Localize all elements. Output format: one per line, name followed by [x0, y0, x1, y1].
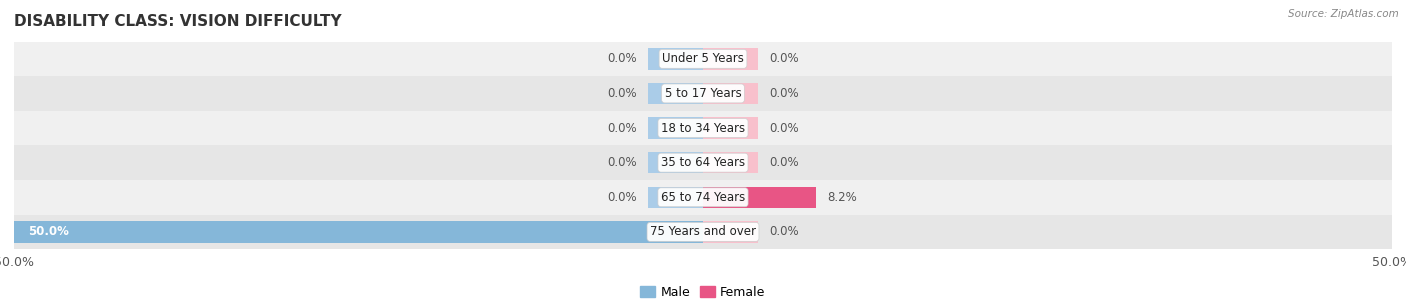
- Text: 5 to 17 Years: 5 to 17 Years: [665, 87, 741, 100]
- Bar: [648, 48, 703, 69]
- Text: DISABILITY CLASS: VISION DIFFICULTY: DISABILITY CLASS: VISION DIFFICULTY: [14, 14, 342, 29]
- Text: Under 5 Years: Under 5 Years: [662, 52, 744, 65]
- Text: 0.0%: 0.0%: [769, 121, 799, 135]
- Text: 0.0%: 0.0%: [769, 52, 799, 65]
- Text: 35 to 64 Years: 35 to 64 Years: [661, 156, 745, 169]
- Text: 0.0%: 0.0%: [607, 191, 637, 204]
- Text: 8.2%: 8.2%: [827, 191, 856, 204]
- Text: Source: ZipAtlas.com: Source: ZipAtlas.com: [1288, 9, 1399, 19]
- Text: 65 to 74 Years: 65 to 74 Years: [661, 191, 745, 204]
- Bar: [703, 221, 758, 243]
- Text: 0.0%: 0.0%: [769, 156, 799, 169]
- Text: 0.0%: 0.0%: [607, 52, 637, 65]
- Bar: [703, 48, 758, 69]
- Bar: [703, 83, 758, 104]
- Legend: Male, Female: Male, Female: [636, 281, 770, 304]
- Text: 0.0%: 0.0%: [769, 226, 799, 238]
- Text: 0.0%: 0.0%: [607, 87, 637, 100]
- Bar: [703, 117, 758, 139]
- Text: 0.0%: 0.0%: [769, 87, 799, 100]
- Text: 0.0%: 0.0%: [607, 121, 637, 135]
- Bar: [14, 111, 1392, 145]
- Bar: [648, 83, 703, 104]
- Bar: [14, 180, 1392, 215]
- Text: 75 Years and over: 75 Years and over: [650, 226, 756, 238]
- Bar: [14, 145, 1392, 180]
- Bar: [648, 117, 703, 139]
- Bar: [14, 76, 1392, 111]
- Bar: [14, 42, 1392, 76]
- Bar: [14, 221, 703, 243]
- Bar: [703, 152, 758, 174]
- Text: 18 to 34 Years: 18 to 34 Years: [661, 121, 745, 135]
- Text: 50.0%: 50.0%: [28, 226, 69, 238]
- Bar: [648, 152, 703, 174]
- Bar: [703, 187, 815, 208]
- Bar: [14, 215, 1392, 249]
- Bar: [648, 187, 703, 208]
- Text: 0.0%: 0.0%: [607, 156, 637, 169]
